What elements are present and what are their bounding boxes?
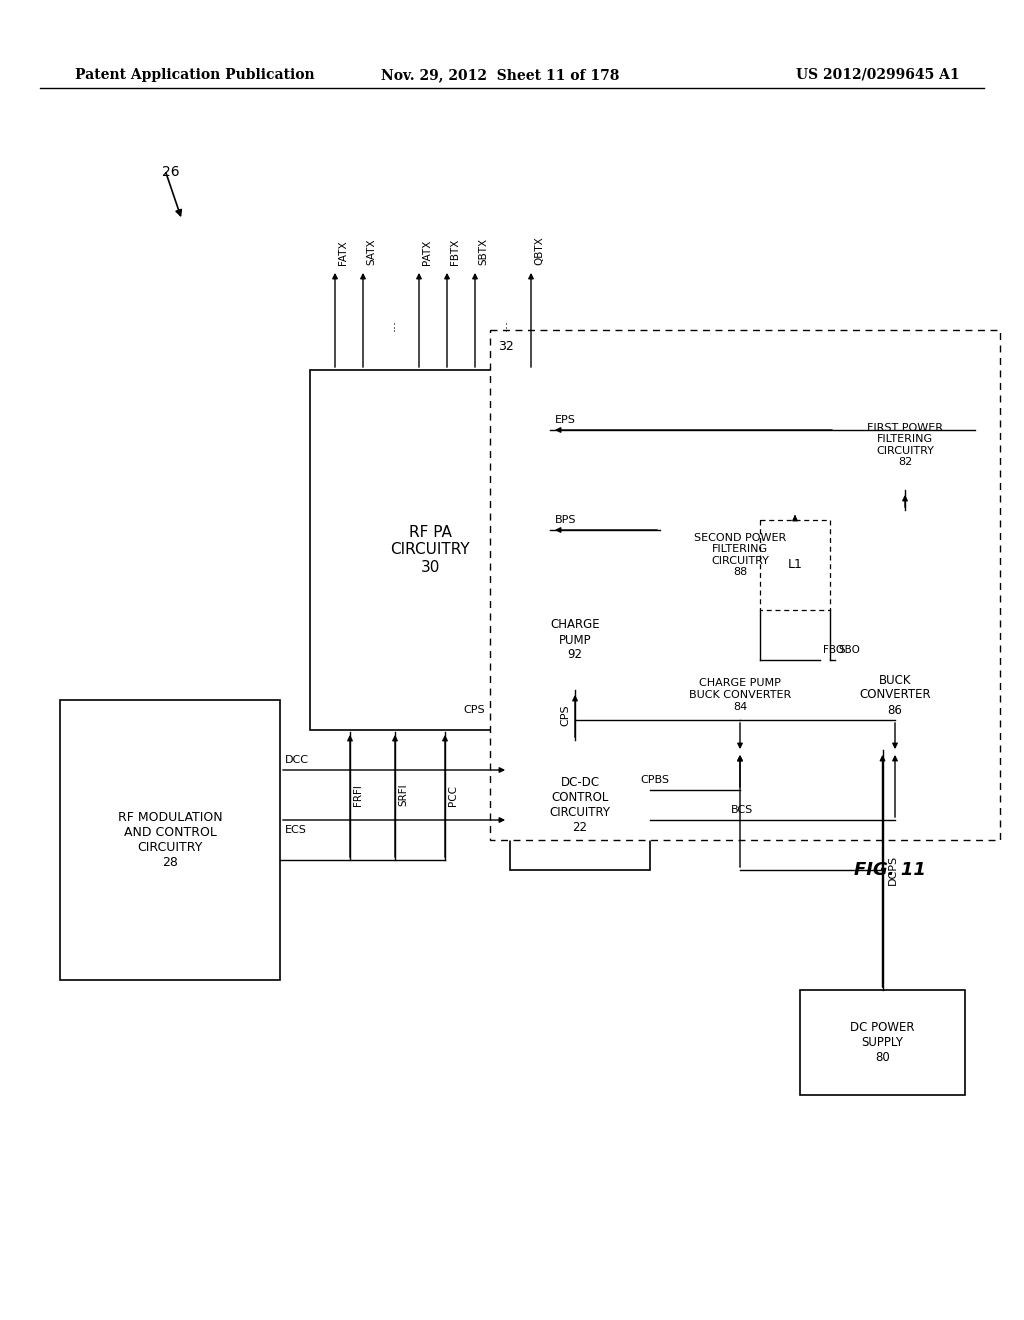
Text: SRFI: SRFI (398, 784, 408, 807)
Text: RF PA
CIRCUITRY
30: RF PA CIRCUITRY 30 (390, 525, 470, 576)
Text: DCC: DCC (285, 755, 309, 766)
Text: SBTX: SBTX (478, 238, 488, 265)
Text: CPS: CPS (560, 704, 570, 726)
Text: FBTX: FBTX (450, 239, 460, 265)
Text: Patent Application Publication: Patent Application Publication (75, 69, 314, 82)
Text: BUCK
CONVERTER
86: BUCK CONVERTER 86 (859, 673, 931, 717)
Text: FATX: FATX (338, 240, 348, 265)
Text: SATX: SATX (366, 239, 376, 265)
Bar (310, 370, 550, 730)
Text: Nov. 29, 2012  Sheet 11 of 178: Nov. 29, 2012 Sheet 11 of 178 (381, 69, 620, 82)
Text: PCC: PCC (449, 784, 458, 805)
Text: 32: 32 (498, 341, 514, 352)
Text: L1: L1 (787, 558, 803, 572)
Text: CPBS: CPBS (640, 775, 670, 785)
Bar (510, 590, 640, 690)
Text: US 2012/0299645 A1: US 2012/0299645 A1 (797, 69, 961, 82)
Bar (800, 990, 965, 1096)
Text: FIRST POWER
FILTERING
CIRCUITRY
82: FIRST POWER FILTERING CIRCUITRY 82 (867, 422, 943, 467)
Text: RF MODULATION
AND CONTROL
CIRCUITRY
28: RF MODULATION AND CONTROL CIRCUITRY 28 (118, 810, 222, 869)
Text: FBO: FBO (823, 645, 844, 655)
Text: CPS: CPS (464, 705, 485, 715)
Text: FIG. 11: FIG. 11 (854, 861, 926, 879)
Bar (760, 520, 830, 610)
Bar (60, 700, 280, 979)
Text: BCS: BCS (731, 805, 754, 814)
Text: BPS: BPS (555, 515, 577, 525)
Text: DC-DC
CONTROL
CIRCUITRY
22: DC-DC CONTROL CIRCUITRY 22 (550, 776, 610, 834)
Bar (835, 380, 975, 510)
Bar (510, 741, 650, 870)
Text: 26: 26 (162, 165, 179, 180)
Text: DC POWER
SUPPLY
80: DC POWER SUPPLY 80 (850, 1020, 914, 1064)
Text: SBO: SBO (838, 645, 860, 655)
Text: ...: ... (497, 319, 510, 331)
Text: EPS: EPS (555, 414, 575, 425)
Text: CHARGE PUMP
BUCK CONVERTER
84: CHARGE PUMP BUCK CONVERTER 84 (689, 678, 792, 711)
Bar (660, 490, 820, 620)
Bar (490, 330, 1000, 840)
Text: PATX: PATX (422, 240, 432, 265)
Text: DCPS: DCPS (888, 855, 897, 886)
Text: ECS: ECS (285, 825, 307, 836)
Bar (835, 640, 955, 750)
Text: CHARGE
PUMP
92: CHARGE PUMP 92 (550, 619, 600, 661)
Text: FRFI: FRFI (353, 784, 362, 807)
Text: QBTX: QBTX (534, 236, 544, 265)
Text: ...: ... (384, 319, 397, 331)
Bar (660, 640, 820, 750)
Text: SECOND POWER
FILTERING
CIRCUITRY
88: SECOND POWER FILTERING CIRCUITRY 88 (694, 532, 786, 577)
